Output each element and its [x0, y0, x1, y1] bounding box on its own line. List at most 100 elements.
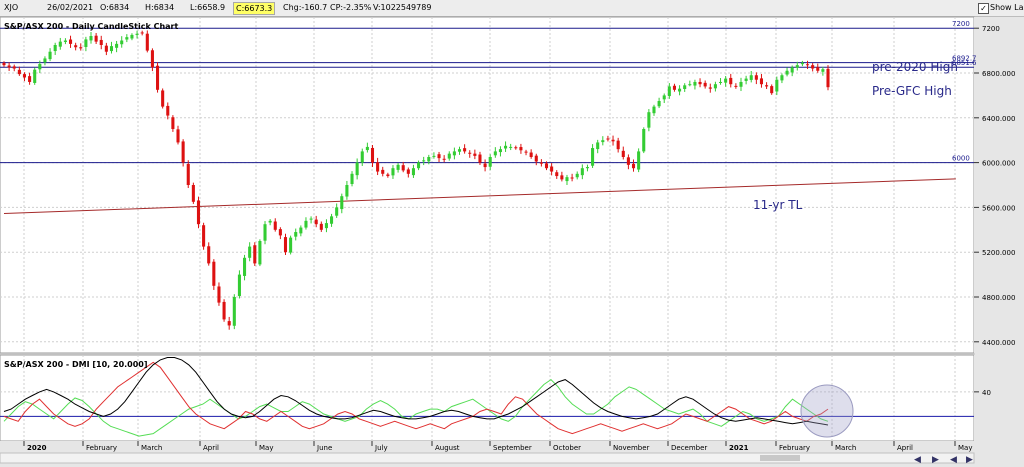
candle-body: [222, 301, 226, 320]
y-tick-label: 5200.000: [982, 249, 1015, 257]
candle-body: [232, 297, 236, 326]
candle-body: [135, 33, 139, 35]
candle-body: [273, 221, 277, 230]
x-tick-label: November: [613, 444, 650, 452]
scroll-right-icon[interactable]: ▶: [966, 455, 973, 465]
candle-body: [744, 78, 748, 81]
candle-body: [514, 147, 518, 149]
candle-body: [48, 51, 52, 60]
level-label: 6000: [952, 155, 970, 163]
candle-body: [703, 82, 707, 87]
candle-body: [381, 169, 385, 174]
dmi-y-tick-label: 40: [982, 389, 991, 397]
candle-body: [217, 286, 221, 303]
price-axis-ticks: 7200 6800.000 6400.000 6000.000 5600.000 5200…: [974, 25, 1015, 347]
candle-body: [637, 151, 641, 170]
dmi-line-di_plus: [3, 378, 829, 437]
candle-body: [171, 117, 175, 129]
open-value: O:6834: [100, 3, 130, 12]
candle-body: [324, 223, 328, 229]
low-value: L:6658.9: [190, 3, 226, 12]
trendline-11yr: [3, 178, 956, 215]
change-value: Chg:-160.7: [283, 3, 328, 12]
candle-body: [693, 81, 697, 86]
candle-body: [616, 140, 620, 150]
candle-body: [263, 224, 267, 241]
candle-body: [289, 237, 293, 253]
x-tick-label: May: [259, 444, 273, 452]
volume-value: V:1022549789: [373, 3, 432, 12]
candle-body: [463, 148, 467, 152]
candle-body: [365, 146, 369, 151]
candle-body: [304, 220, 308, 228]
candle-body: [683, 85, 687, 90]
candle-body: [821, 69, 825, 72]
candle-body: [575, 173, 579, 178]
zoom-in-icon[interactable]: ▶: [932, 455, 939, 465]
candle-body: [642, 129, 646, 152]
candle-body: [319, 223, 323, 230]
candle-body: [749, 75, 753, 80]
candle-body: [698, 81, 702, 85]
candle-body: [360, 151, 364, 163]
scroll-thumb[interactable]: [760, 455, 800, 461]
x-tick-label: June: [316, 444, 332, 452]
y-tick-label: 4800.000: [982, 294, 1015, 302]
candle-body: [207, 246, 211, 264]
candle-body: [621, 150, 625, 157]
candle-body: [314, 219, 318, 225]
candle-body: [672, 85, 676, 90]
change-pct-value: CP:-2.35%: [330, 3, 372, 12]
candle-body: [601, 140, 605, 143]
annotation-pre-2020-high: pre-2020 High: [872, 60, 958, 74]
candle-body: [770, 86, 774, 94]
scroll-left-icon[interactable]: ◀: [914, 455, 921, 465]
x-tick-label: December: [671, 444, 707, 452]
candle-body: [427, 157, 431, 162]
y-tick-label: 6800.000: [982, 70, 1015, 78]
candle-body: [161, 90, 165, 107]
candle-body: [335, 207, 339, 216]
candle-body: [555, 172, 559, 177]
candle-body: [94, 35, 98, 42]
close-value: C:6673.3: [233, 2, 276, 15]
candle-body: [509, 146, 513, 148]
horizontal-scrollbar[interactable]: [0, 452, 975, 464]
candle-body: [53, 45, 57, 52]
candle-body: [84, 39, 88, 48]
candle-body: [826, 68, 830, 88]
scroll-controls[interactable]: ◀ ▶ ◀ ▶: [0, 452, 975, 465]
candle-body: [350, 173, 354, 184]
candle-body: [406, 169, 410, 174]
candle-body: [422, 160, 426, 162]
candle-body: [570, 177, 574, 179]
zoom-out-icon[interactable]: ◀: [950, 455, 957, 465]
candle-body: [58, 41, 62, 47]
x-axis: 2020 February March April May June July August S…: [23, 441, 972, 452]
candle-body: [2, 62, 6, 66]
x-tick-label: April: [897, 444, 913, 452]
candle-body: [258, 241, 262, 265]
candle-body: [524, 151, 528, 153]
price-panel: [0, 16, 975, 354]
show-last-label: Show Last: [990, 3, 1024, 12]
candle-body: [109, 46, 114, 52]
candle-body: [657, 101, 661, 107]
candle-body: [309, 218, 313, 220]
candle-body: [504, 145, 508, 149]
y-tick-label: 6400.000: [982, 115, 1015, 123]
candle-body: [468, 152, 472, 154]
candle-body: [340, 196, 344, 210]
candle-body: [775, 79, 779, 92]
level-label: 7200: [952, 20, 970, 28]
candle-body: [473, 153, 477, 156]
candle-body: [534, 155, 538, 162]
candle-body: [795, 65, 799, 68]
candle-body: [294, 232, 298, 237]
candle-body: [478, 154, 482, 163]
candle-body: [580, 168, 584, 176]
x-tick-label: 2021: [729, 444, 749, 452]
candle-body: [739, 81, 743, 87]
candle-body: [145, 33, 149, 51]
show-last-checkbox[interactable]: ✓: [978, 3, 989, 14]
